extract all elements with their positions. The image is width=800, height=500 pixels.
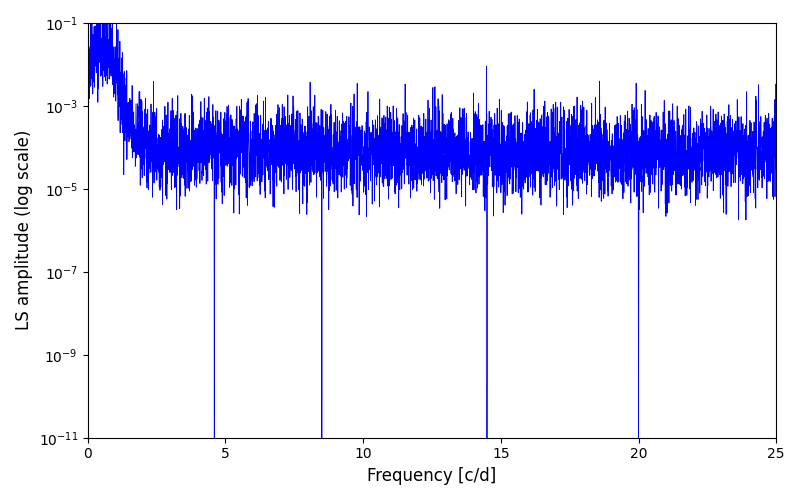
Y-axis label: LS amplitude (log scale): LS amplitude (log scale) (15, 130, 33, 330)
X-axis label: Frequency [c/d]: Frequency [c/d] (367, 467, 497, 485)
